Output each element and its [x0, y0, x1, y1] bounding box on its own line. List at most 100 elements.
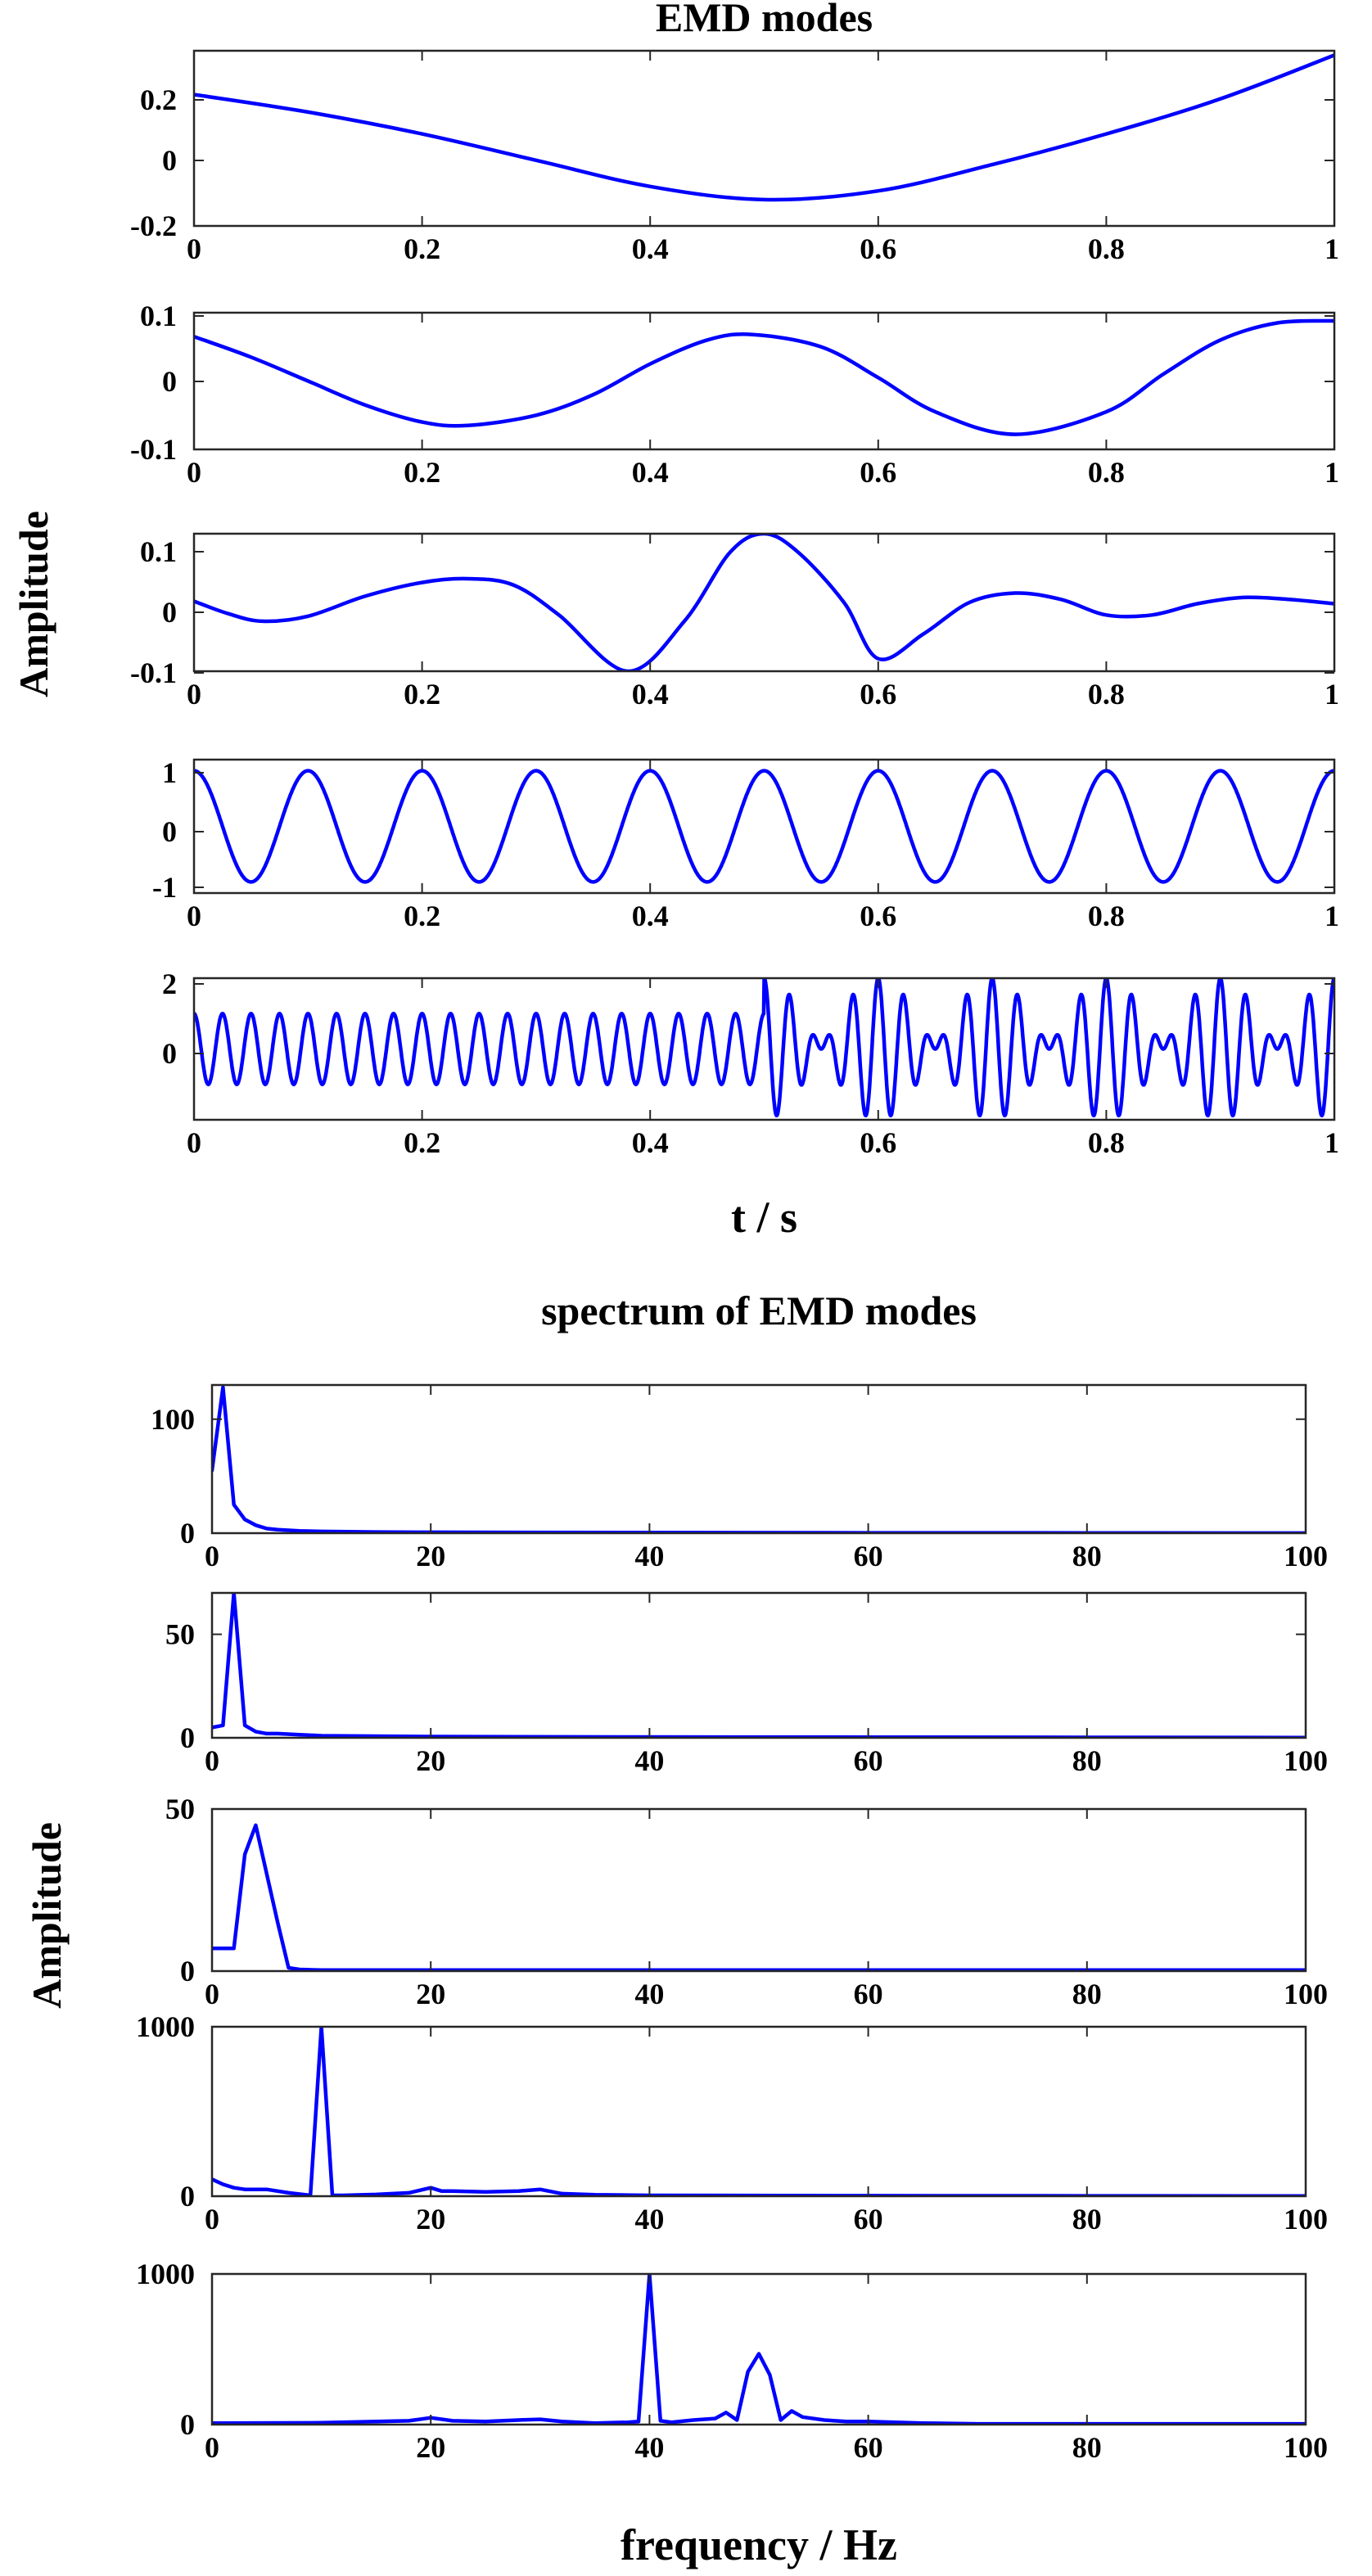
- series-line: [194, 318, 1334, 436]
- x-tick-label: 0: [187, 678, 201, 711]
- x-tick-label: 1: [1325, 900, 1339, 932]
- y-tick-label: 0: [180, 1517, 195, 1550]
- x-axis-label: t / s: [731, 1193, 797, 1242]
- series-line: [212, 1385, 1306, 1533]
- x-tick-label: 60: [854, 1978, 883, 2010]
- x-tick-label: 0.2: [404, 1126, 440, 1159]
- subplot-2: 0 0.2 0.4 0.6 0.8 1 0.1 0 -0.1: [130, 300, 1339, 489]
- y-tick-label: 0.1: [140, 535, 177, 568]
- y-tick-label: 100: [151, 1403, 195, 1436]
- x-tick-label: 1: [1325, 1126, 1339, 1159]
- axes-frame: [210, 1383, 1307, 1535]
- x-tick-label: 0.4: [632, 456, 669, 489]
- x-tick-label: 80: [1072, 2431, 1102, 2464]
- subplot-4: 0 0.2 0.4 0.6 0.8 1 1 0 -1: [152, 756, 1339, 932]
- x-tick-label: 40: [634, 1540, 664, 1572]
- x-tick-label: 20: [416, 2431, 445, 2464]
- axes-frame: [210, 2025, 1307, 2198]
- x-tick-label: 0: [205, 1540, 219, 1572]
- x-tick-label: 0.8: [1088, 232, 1125, 265]
- series-line: [194, 53, 1334, 202]
- x-tick-label: 40: [634, 2431, 664, 2464]
- x-tick-label: 60: [854, 2203, 883, 2235]
- x-tick-label: 20: [416, 2203, 445, 2235]
- x-tick-label: 60: [854, 2431, 883, 2464]
- figure-1: EMD modes t / s Amplitude 0 0.2 0.4 0.6 0.8 1 0.2…: [11, 0, 1339, 1242]
- x-tick-label: 0.4: [632, 900, 669, 932]
- y-tick-label: 2: [162, 968, 177, 1000]
- x-tick-label: 80: [1072, 1744, 1102, 1777]
- x-tick-label: 20: [416, 1540, 445, 1572]
- x-tick-label: 100: [1284, 2431, 1328, 2464]
- subplot-1: 0 0.2 0.4 0.6 0.8 1 0.2 0 -0.2: [130, 49, 1339, 265]
- x-tick-label: 0: [187, 900, 201, 932]
- x-tick-label: 0: [205, 1978, 219, 2010]
- series-line: [194, 769, 1334, 884]
- x-tick-label: 0: [187, 1126, 201, 1159]
- x-tick-label: 100: [1284, 2203, 1328, 2235]
- y-axis-label: Amplitude: [24, 1822, 70, 2009]
- x-tick-label: 100: [1284, 1978, 1328, 2010]
- subplot-3: 0 20 40 60 80 100 50 0: [165, 1793, 1328, 2010]
- subplot-1: 0 20 40 60 80 100 100 0: [151, 1383, 1328, 1572]
- x-tick-label: 0.6: [860, 456, 896, 489]
- x-tick-label: 0: [205, 2431, 219, 2464]
- x-tick-label: 40: [634, 1978, 664, 2010]
- x-tick-label: 0.4: [632, 678, 669, 711]
- axes-frame: [210, 1591, 1307, 1739]
- x-tick-label: 0.2: [404, 232, 440, 265]
- y-tick-label: -0.1: [130, 433, 177, 466]
- subplot-4: 0 20 40 60 80 100 1000 0: [136, 2010, 1328, 2235]
- x-tick-label: 0.6: [860, 232, 896, 265]
- x-tick-label: 20: [416, 1744, 445, 1777]
- y-tick-label: 1000: [136, 2010, 195, 2043]
- x-tick-label: 0.8: [1088, 1126, 1125, 1159]
- x-tick-label: 40: [634, 2203, 664, 2235]
- y-tick-label: 0: [162, 365, 177, 398]
- y-tick-label: -0.1: [130, 656, 177, 689]
- x-tick-label: 0.4: [632, 1126, 669, 1159]
- y-tick-label: 0: [162, 596, 177, 629]
- x-tick-label: 0: [187, 456, 201, 489]
- y-tick-label: 0.1: [140, 300, 177, 332]
- axes-frame: [210, 2272, 1307, 2426]
- y-tick-label: 0: [180, 2408, 195, 2441]
- x-tick-label: 20: [416, 1978, 445, 2010]
- series-line: [212, 1823, 1306, 1971]
- y-tick-label: 0: [162, 144, 177, 177]
- y-tick-label: 50: [165, 1618, 195, 1651]
- y-tick-label: 1000: [136, 2258, 195, 2290]
- x-tick-label: 0.8: [1088, 900, 1125, 932]
- x-tick-label: 0: [205, 2203, 219, 2235]
- y-tick-label: 1: [162, 756, 177, 789]
- y-tick-label: 0: [180, 2180, 195, 2213]
- y-tick-label: 0: [180, 1955, 195, 1987]
- x-tick-label: 0.8: [1088, 456, 1125, 489]
- series-line: [194, 534, 1334, 671]
- x-tick-label: 0.6: [860, 900, 896, 932]
- y-tick-label: 0.2: [140, 83, 177, 116]
- x-tick-label: 80: [1072, 2203, 1102, 2235]
- x-tick-label: 0.6: [860, 678, 896, 711]
- x-tick-label: 1: [1325, 456, 1339, 489]
- x-tick-label: 1: [1325, 678, 1339, 711]
- subplot-3: 0 0.2 0.4 0.6 0.8 1 0.1 0 -0.1: [130, 532, 1339, 711]
- subplot-2: 0 20 40 60 80 100 50 0: [165, 1591, 1328, 1777]
- x-tick-label: 0: [187, 232, 201, 265]
- y-tick-label: -0.2: [130, 210, 177, 242]
- x-tick-label: 0.6: [860, 1126, 896, 1159]
- x-tick-label: 60: [854, 1744, 883, 1777]
- series-line: [212, 1593, 1306, 1738]
- axes-frame: [192, 758, 1336, 895]
- x-axis-label: frequency / Hz: [621, 2520, 897, 2569]
- x-tick-label: 1: [1325, 232, 1339, 265]
- y-tick-label: 50: [165, 1793, 195, 1825]
- x-tick-label: 60: [854, 1540, 883, 1572]
- subplot-5: 0 0.2 0.4 0.6 0.8 1 2 0: [162, 968, 1339, 1159]
- y-tick-label: -1: [152, 871, 177, 904]
- x-tick-label: 0.2: [404, 678, 440, 711]
- y-tick-label: 0: [180, 1721, 195, 1754]
- series-line: [194, 978, 1334, 1118]
- x-tick-label: 80: [1072, 1978, 1102, 2010]
